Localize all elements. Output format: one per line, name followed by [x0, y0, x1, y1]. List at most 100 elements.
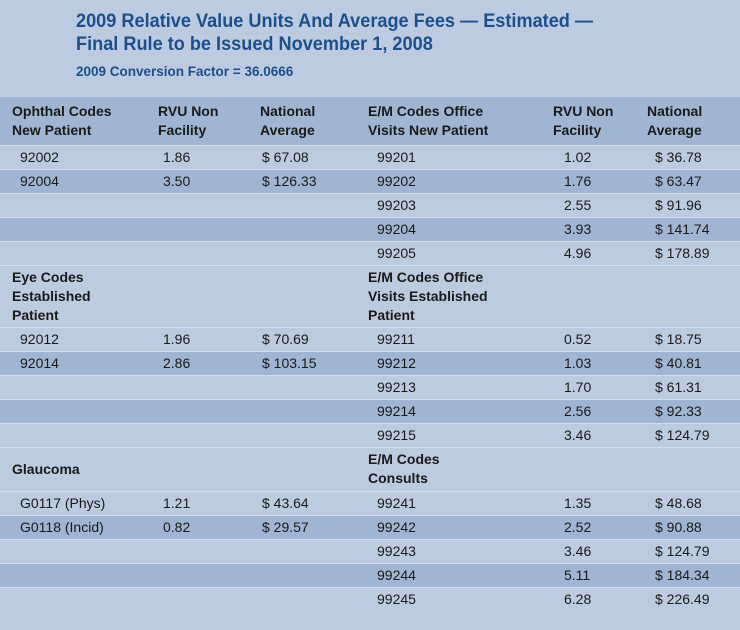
header-col6: National Average [633, 97, 740, 145]
avg-cell [252, 374, 355, 399]
em-rvu-cell: 3.93 [527, 216, 633, 241]
avg-cell [252, 538, 355, 563]
table-row: 99214 2.56 $ 92.33 [0, 398, 740, 423]
em-code-cell: 99204 [355, 216, 527, 241]
em-avg-cell: $ 36.78 [633, 144, 740, 169]
rvu-cell [150, 192, 252, 217]
header-col4-line: Visits New Patient [368, 121, 489, 138]
em-avg-cell: $ 18.75 [633, 326, 740, 351]
header-col6-line: National [647, 103, 703, 120]
table-row: 99243 3.46 $ 124.79 [0, 538, 740, 563]
rvu-cell: 1.96 [150, 326, 252, 351]
section-header-row: Glaucoma E/M Codes Consults [0, 446, 740, 491]
header-col2-line: RVU Non [158, 103, 219, 120]
title-block: 2009 Relative Value Units And Average Fe… [76, 10, 726, 79]
em-rvu-cell: 1.70 [527, 374, 633, 399]
code-cell [0, 216, 150, 241]
em-code-cell: 99211 [355, 326, 527, 351]
code-cell [0, 538, 150, 563]
section-label-line: E/M Codes Office [368, 268, 484, 285]
header-col3-line: National [260, 103, 316, 120]
em-code-cell: 99214 [355, 398, 527, 423]
em-rvu-cell: 3.46 [527, 538, 633, 563]
em-code-cell: 99203 [355, 192, 527, 217]
em-avg-cell: $ 61.31 [633, 374, 740, 399]
em-code-cell: 99213 [355, 374, 527, 399]
em-rvu-cell: 1.76 [527, 168, 633, 193]
code-cell [0, 586, 150, 611]
avg-cell [252, 422, 355, 447]
header-col5-line: Facility [553, 121, 602, 138]
avg-cell: $ 43.64 [252, 490, 355, 515]
fees-table: Ophthal Codes New Patient RVU Non Facility N… [0, 97, 740, 611]
section-label-right: E/M Codes Consults [355, 446, 740, 491]
em-avg-cell: $ 92.33 [633, 398, 740, 423]
em-avg-cell: $ 124.79 [633, 422, 740, 447]
section-label-line: Glaucoma [12, 460, 80, 477]
em-code-cell: 99201 [355, 144, 527, 169]
code-cell [0, 192, 150, 217]
header-col1: Ophthal Codes New Patient [0, 97, 150, 145]
em-rvu-cell: 4.96 [527, 240, 633, 265]
em-code-cell: 99243 [355, 538, 527, 563]
em-code-cell: 99205 [355, 240, 527, 265]
avg-cell [252, 192, 355, 217]
rvu-cell [150, 562, 252, 587]
code-cell: 92004 [0, 168, 150, 193]
rvu-cell [150, 398, 252, 423]
em-rvu-cell: 1.03 [527, 350, 633, 375]
em-rvu-cell: 1.02 [527, 144, 633, 169]
avg-cell: $ 67.08 [252, 144, 355, 169]
em-avg-cell: $ 124.79 [633, 538, 740, 563]
code-cell: G0117 (Phys) [0, 490, 150, 515]
table-row: 92014 2.86 $ 103.15 99212 1.03 $ 40.81 [0, 350, 740, 375]
em-code-cell: 99212 [355, 350, 527, 375]
header-col5-line: RVU Non [553, 103, 614, 120]
em-code-cell: 99215 [355, 422, 527, 447]
table-row: 92012 1.96 $ 70.69 99211 0.52 $ 18.75 [0, 326, 740, 351]
section-header-row: Eye Codes Established Patient E/M Codes Off… [0, 264, 740, 327]
table-row: G0118 (Incid) 0.82 $ 29.57 99242 2.52 $ 90.88 [0, 514, 740, 539]
avg-cell [252, 240, 355, 265]
avg-cell [252, 586, 355, 611]
section-label-left: Glaucoma [0, 446, 355, 491]
em-rvu-cell: 6.28 [527, 586, 633, 611]
em-avg-cell: $ 40.81 [633, 350, 740, 375]
header-col3-line: Average [260, 121, 315, 138]
table-row: 99213 1.70 $ 61.31 [0, 374, 740, 399]
em-code-cell: 99245 [355, 586, 527, 611]
header-col2: RVU Non Facility [150, 97, 252, 145]
rvu-cell [150, 586, 252, 611]
avg-cell [252, 398, 355, 423]
rvu-cell: 1.86 [150, 144, 252, 169]
section-label-line: Patient [12, 306, 59, 323]
code-cell: G0118 (Incid) [0, 514, 150, 539]
section-label-left: Eye Codes Established Patient [0, 264, 355, 327]
code-cell [0, 240, 150, 265]
section-label-line: Consults [368, 470, 428, 486]
em-rvu-cell: 0.52 [527, 326, 633, 351]
table-row: G0117 (Phys) 1.21 $ 43.64 99241 1.35 $ 48.68 [0, 490, 740, 515]
code-cell: 92002 [0, 144, 150, 169]
table-row: 92004 3.50 $ 126.33 99202 1.76 $ 63.47 [0, 168, 740, 193]
em-rvu-cell: 2.56 [527, 398, 633, 423]
avg-cell: $ 29.57 [252, 514, 355, 539]
table-row: 99205 4.96 $ 178.89 [0, 240, 740, 265]
table-row: 92002 1.86 $ 67.08 99201 1.02 $ 36.78 [0, 144, 740, 169]
em-avg-cell: $ 184.34 [633, 562, 740, 587]
em-avg-cell: $ 90.88 [633, 514, 740, 539]
code-cell [0, 374, 150, 399]
rvu-cell: 2.86 [150, 350, 252, 375]
avg-cell [252, 216, 355, 241]
em-code-cell: 99244 [355, 562, 527, 587]
conversion-factor: 2009 Conversion Factor = 36.0666 [76, 64, 294, 79]
section-label-right: E/M Codes Office Visits Established Patien… [355, 264, 740, 327]
header-col4: E/M Codes Office Visits New Patient [355, 97, 527, 145]
rvu-cell [150, 374, 252, 399]
em-rvu-cell: 5.11 [527, 562, 633, 587]
em-code-cell: 99242 [355, 514, 527, 539]
em-rvu-cell: 1.35 [527, 490, 633, 515]
em-avg-cell: $ 48.68 [633, 490, 740, 515]
rvu-cell: 0.82 [150, 514, 252, 539]
header-col5: RVU Non Facility [527, 97, 633, 145]
